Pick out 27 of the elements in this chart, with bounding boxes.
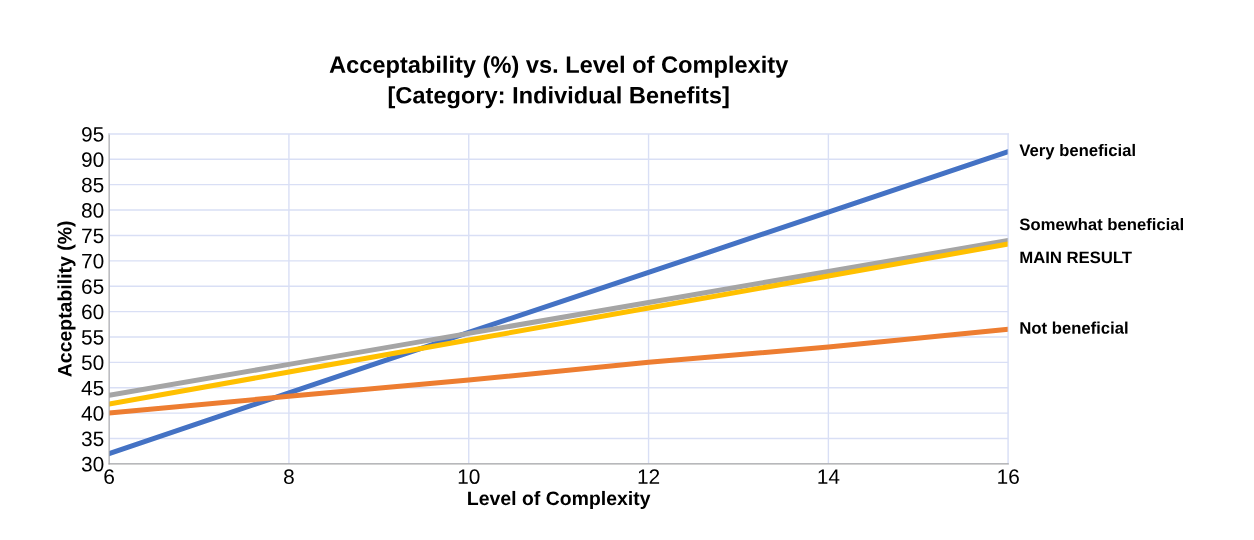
y-tick-label: 35 [81,431,104,447]
y-tick-label: 80 [81,203,104,218]
x-tick-label: 8 [284,469,294,485]
x-tick-label: 12 [638,469,660,484]
y-tick-label: 55 [81,330,104,345]
chart-title: Acceptability (%) vs. Level of Complexity [Category: Individual Benefits] [329,55,789,109]
y-tick-label: 90 [82,152,104,168]
y-tick-label: 85 [81,177,104,193]
y-tick-label: 50 [81,355,104,371]
x-tick-label: 14 [818,469,840,484]
y-tick-label: 30 [81,456,104,472]
x-axis-title: Level of Complexity [468,490,651,510]
series-label: Somewhat beneficial [1019,218,1184,231]
series-label: Very beneficial [1019,143,1135,160]
series-label: Not beneficial [1020,321,1128,334]
y-tick-label: 95 [82,126,104,142]
y-axis-title: Acceptability (%) [57,221,76,377]
y-tick-label: 75 [82,228,104,244]
x-tick-label: 10 [458,469,480,485]
y-tick-label: 70 [82,253,104,269]
y-tick-label: 40 [81,406,104,421]
x-tick-label: 16 [998,469,1019,485]
y-tick-label: 65 [82,279,104,294]
series-label: MAIN RESULT [1020,251,1132,264]
x-tick-label: 6 [104,469,114,485]
y-tick-label: 60 [82,304,104,320]
y-tick-label: 45 [81,380,104,396]
